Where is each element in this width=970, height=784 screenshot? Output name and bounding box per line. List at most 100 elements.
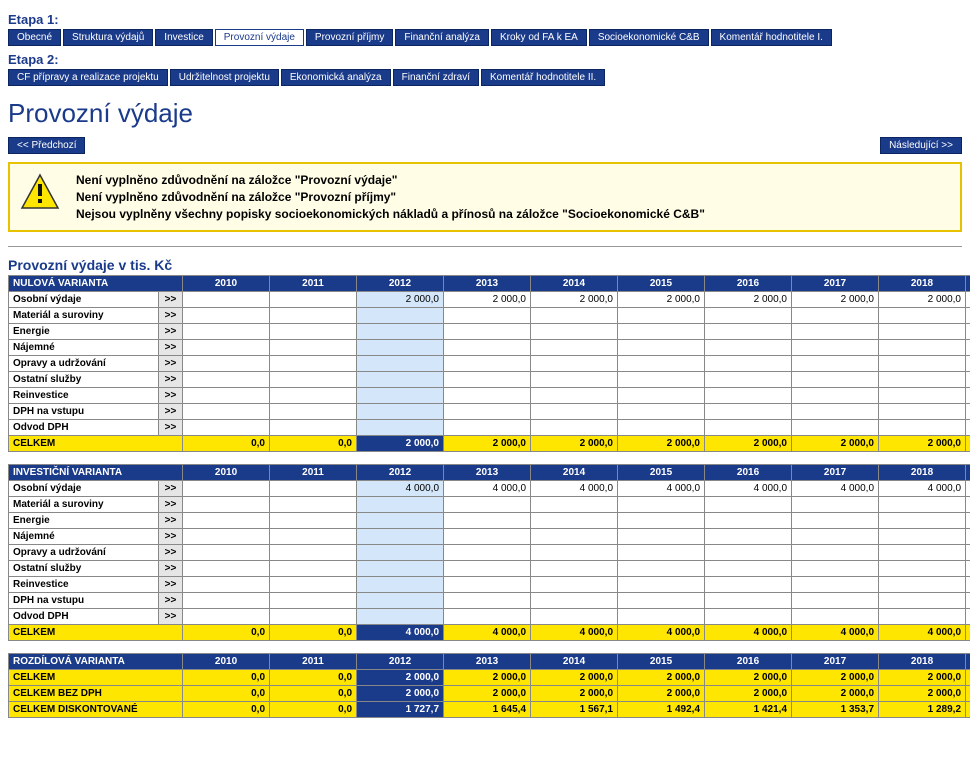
year-header: 2013 [444,276,531,292]
total-cell: 0,0 [270,702,357,718]
cell [705,561,792,577]
cell [618,561,705,577]
cell [705,609,792,625]
total-cell: 0,0 [270,670,357,686]
cell [444,372,531,388]
cell [357,404,444,420]
row-label: Opravy a udržování [9,356,159,372]
tab-koment-hodnotitele-ii-[interactable]: Komentář hodnotitele II. [481,69,605,86]
expand-button[interactable]: >> [159,481,183,497]
cell [270,340,357,356]
cell [357,340,444,356]
tab-finan-n-zdrav-[interactable]: Finanční zdraví [393,69,479,86]
cell [792,497,879,513]
total-cell: 2 000,0 [705,670,792,686]
expand-button[interactable]: >> [159,356,183,372]
expand-button[interactable]: >> [159,420,183,436]
tab-struktura-v-daj-[interactable]: Struktura výdajů [63,29,153,46]
total-cell: 0,0 [270,436,357,452]
tab-socioekonomick-c-b[interactable]: Socioekonomické C&B [589,29,709,46]
total-cell: 0,0 [270,686,357,702]
data-table: NULOVÁ VARIANTA2010201120122013201420152… [8,275,970,452]
warning-text: Není vyplněno zdůvodnění na záložce "Pro… [76,172,705,222]
tab-udr-itelnost-projektu[interactable]: Udržitelnost projektu [170,69,279,86]
tab-finan-n-anal-za[interactable]: Finanční analýza [395,29,489,46]
cell [531,529,618,545]
cell [966,529,970,545]
expand-button[interactable]: >> [159,497,183,513]
cell [618,513,705,529]
cell [879,593,966,609]
tab-ekonomick-anal-za[interactable]: Ekonomická analýza [281,69,391,86]
expand-button[interactable]: >> [159,529,183,545]
total-cell: 0,0 [270,625,357,641]
cell [705,308,792,324]
expand-button[interactable]: >> [159,372,183,388]
year-header: 2018 [879,654,966,670]
cell [444,513,531,529]
cell [531,497,618,513]
cell [966,404,970,420]
total-cell: 0,0 [183,625,270,641]
tab-kroky-od-fa-k-ea[interactable]: Kroky od FA k EA [491,29,587,46]
cell [357,561,444,577]
cell [183,561,270,577]
expand-button[interactable]: >> [159,388,183,404]
prev-button[interactable]: << Předchozí [8,137,85,154]
cell [618,308,705,324]
cell [705,404,792,420]
year-header: 2017 [792,276,879,292]
cell [531,340,618,356]
expand-button[interactable]: >> [159,324,183,340]
year-header: 201 [966,654,970,670]
cell [444,324,531,340]
total-cell: 2 000,0 [357,436,444,452]
expand-button[interactable]: >> [159,292,183,308]
cell [879,545,966,561]
cell [879,372,966,388]
total-cell: 1 727,7 [357,702,444,718]
row-label: Nájemné [9,529,159,545]
expand-button[interactable]: >> [159,404,183,420]
total-cell: 1 567,1 [531,702,618,718]
cell [183,340,270,356]
row-label: Reinvestice [9,577,159,593]
expand-button[interactable]: >> [159,340,183,356]
cell [444,593,531,609]
cell [357,324,444,340]
next-button[interactable]: Následující >> [880,137,962,154]
row-label: Materiál a suroviny [9,497,159,513]
tab-obecn-[interactable]: Obecné [8,29,61,46]
cell [879,420,966,436]
cell [792,356,879,372]
cell [879,356,966,372]
expand-button[interactable]: >> [159,561,183,577]
tab-investice[interactable]: Investice [155,29,212,46]
year-header: 2015 [618,465,705,481]
total-cell: 2 000,0 [792,436,879,452]
cell [705,372,792,388]
expand-button[interactable]: >> [159,545,183,561]
cell [792,324,879,340]
expand-button[interactable]: >> [159,609,183,625]
tab-provozn-p-jmy[interactable]: Provozní příjmy [306,29,393,46]
expand-button[interactable]: >> [159,308,183,324]
tab-provozn-v-daje[interactable]: Provozní výdaje [215,29,304,46]
cell [531,324,618,340]
cell [705,545,792,561]
cell [879,529,966,545]
expand-button[interactable]: >> [159,593,183,609]
cell [966,340,970,356]
cell [792,593,879,609]
expand-button[interactable]: >> [159,577,183,593]
year-header: 2017 [792,465,879,481]
cell [792,340,879,356]
tab-koment-hodnotitele-i-[interactable]: Komentář hodnotitele I. [711,29,832,46]
total-cell: 2 000,0 [792,670,879,686]
expand-button[interactable]: >> [159,513,183,529]
tab-cf-p-pravy-a-realizace-projektu[interactable]: CF přípravy a realizace projektu [8,69,168,86]
cell: 4 000,0 [531,481,618,497]
cell: 4 000,0 [705,481,792,497]
cell [879,577,966,593]
stage1-tabs: ObecnéStruktura výdajůInvesticeProvozní … [8,29,962,46]
